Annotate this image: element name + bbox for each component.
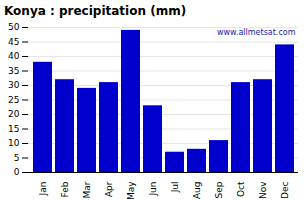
svg-text:Dec: Dec (280, 181, 290, 198)
svg-text:40: 40 (8, 51, 20, 61)
svg-text:Mar: Mar (82, 181, 92, 198)
svg-text:10: 10 (8, 138, 20, 148)
svg-text:20: 20 (8, 109, 20, 119)
svg-text:Feb: Feb (60, 181, 70, 197)
svg-text:Aug: Aug (192, 182, 202, 200)
svg-text:May: May (126, 181, 136, 200)
html-text:Konya : precipitation (mm): Konya : precipitation (mm) (4, 4, 187, 18)
svg-text:15: 15 (8, 124, 19, 134)
svg-text:Jun: Jun (148, 182, 158, 197)
svg-text:Sep: Sep (214, 181, 224, 198)
svg-text:50: 50 (8, 22, 20, 32)
svg-text:5: 5 (14, 153, 20, 163)
svg-text:Jan: Jan (38, 182, 48, 197)
svg-text:35: 35 (8, 66, 19, 76)
svg-text:Nov: Nov (258, 181, 268, 199)
svg-text:Oct: Oct (236, 181, 246, 197)
svg-text:Jul: Jul (170, 182, 180, 194)
svg-text:45: 45 (8, 37, 19, 47)
svg-text:30: 30 (8, 80, 20, 90)
svg-text:www.allmetsat.com: www.allmetsat.com (217, 28, 296, 37)
svg-text:25: 25 (8, 95, 19, 105)
svg-text:Apr: Apr (104, 181, 114, 197)
svg-text:0: 0 (14, 167, 20, 177)
